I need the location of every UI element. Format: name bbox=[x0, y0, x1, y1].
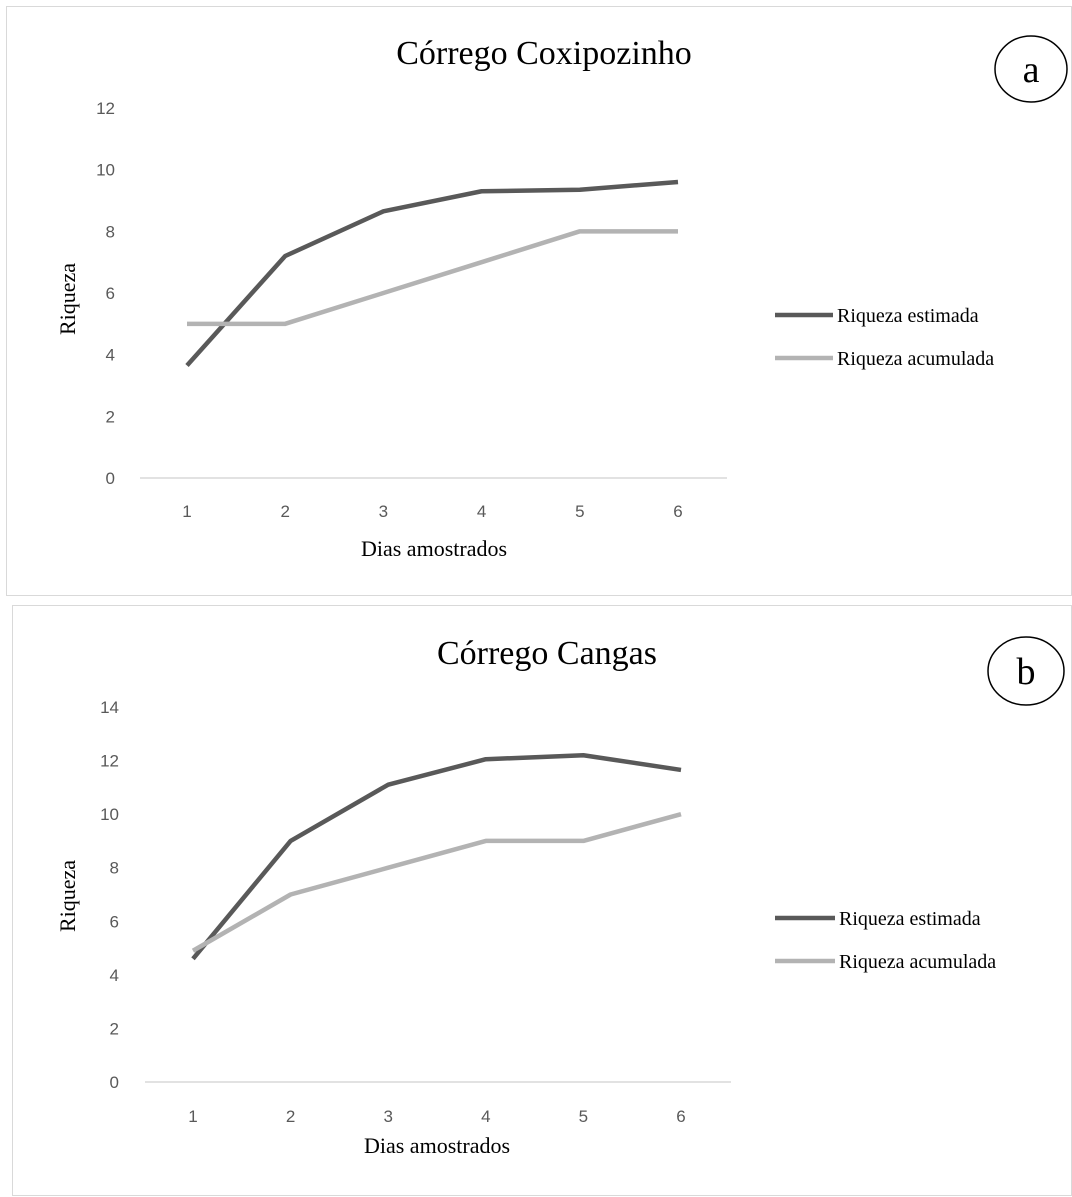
y-tick-label: 8 bbox=[106, 222, 115, 241]
panel-label-badge: a bbox=[994, 35, 1068, 103]
y-tick-label: 0 bbox=[110, 1073, 119, 1092]
x-axis-ticks: 1 2 3 4 5 6 bbox=[188, 1107, 685, 1126]
y-tick-label: 0 bbox=[106, 469, 115, 488]
series-line-acumulada bbox=[191, 811, 682, 953]
y-axis-ticks: 0 2 4 6 8 10 12 bbox=[96, 99, 115, 488]
y-axis-ticks: 0 2 4 6 8 10 12 14 bbox=[100, 698, 119, 1092]
y-axis-label: Riqueza bbox=[55, 263, 80, 335]
x-tick-label: 5 bbox=[579, 1107, 588, 1126]
legend-label: Riqueza estimada bbox=[837, 305, 979, 327]
line-chart-b: Córrego Cangas b Riqueza Dias amostrados… bbox=[55, 635, 1065, 1158]
y-tick-label: 12 bbox=[96, 99, 115, 118]
y-tick-label: 4 bbox=[110, 966, 119, 985]
panel-label-badge: b bbox=[987, 636, 1065, 706]
legend: Riqueza estimada Riqueza acumulada bbox=[775, 305, 994, 370]
panel-label: a bbox=[1023, 49, 1040, 91]
legend-label: Riqueza estimada bbox=[839, 908, 981, 930]
x-tick-label: 1 bbox=[182, 502, 191, 521]
x-tick-label: 2 bbox=[286, 1107, 295, 1126]
x-axis-ticks: 1 2 3 4 5 6 bbox=[182, 502, 682, 521]
x-tick-label: 5 bbox=[575, 502, 584, 521]
y-axis-label: Riqueza bbox=[55, 860, 80, 932]
y-tick-label: 14 bbox=[100, 698, 119, 717]
x-tick-label: 4 bbox=[481, 1107, 490, 1126]
legend-label: Riqueza acumulada bbox=[837, 348, 994, 370]
y-tick-label: 10 bbox=[100, 805, 119, 824]
x-axis-label: Dias amostrados bbox=[361, 536, 507, 561]
legend-label: Riqueza acumulada bbox=[839, 951, 996, 973]
series-lines bbox=[191, 752, 682, 961]
x-axis-label: Dias amostrados bbox=[364, 1133, 510, 1158]
series-lines bbox=[185, 179, 679, 367]
chart-panel-a: Córrego Coxipozinho a Riqueza Dias amost… bbox=[6, 6, 1072, 596]
y-tick-label: 12 bbox=[100, 752, 119, 771]
y-tick-label: 6 bbox=[106, 284, 115, 303]
y-tick-label: 2 bbox=[106, 407, 115, 426]
legend: Riqueza estimada Riqueza acumulada bbox=[775, 908, 996, 973]
y-tick-label: 10 bbox=[96, 161, 115, 180]
x-tick-label: 3 bbox=[383, 1107, 392, 1126]
x-tick-label: 3 bbox=[379, 502, 388, 521]
y-tick-label: 8 bbox=[110, 859, 119, 878]
chart-title: Córrego Cangas bbox=[437, 635, 657, 672]
x-tick-label: 2 bbox=[280, 502, 289, 521]
x-tick-label: 1 bbox=[188, 1107, 197, 1126]
y-tick-label: 2 bbox=[110, 1019, 119, 1038]
series-line-estimada bbox=[191, 752, 682, 961]
y-tick-label: 4 bbox=[106, 346, 115, 365]
x-tick-label: 6 bbox=[676, 1107, 685, 1126]
panel-label: b bbox=[1017, 651, 1036, 693]
line-chart-a: Córrego Coxipozinho a Riqueza Dias amost… bbox=[55, 35, 1068, 561]
x-tick-label: 4 bbox=[477, 502, 486, 521]
x-tick-label: 6 bbox=[673, 502, 682, 521]
series-line-acumulada bbox=[187, 229, 678, 327]
chart-panel-b: Córrego Cangas b Riqueza Dias amostrados… bbox=[12, 605, 1072, 1196]
chart-title: Córrego Coxipozinho bbox=[396, 35, 692, 72]
series-line-estimada bbox=[185, 179, 679, 367]
y-tick-label: 6 bbox=[110, 912, 119, 931]
